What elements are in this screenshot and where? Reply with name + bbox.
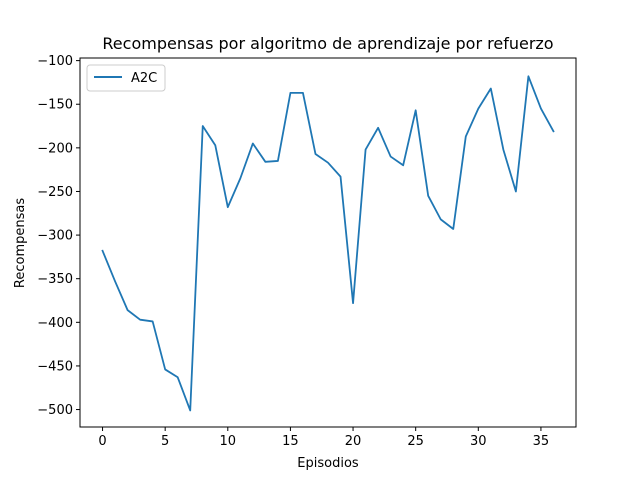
x-tick-label: 30	[470, 434, 487, 449]
y-tick-label: −100	[37, 54, 73, 69]
y-tick-label: −450	[37, 359, 73, 374]
y-tick-label: −500	[37, 403, 73, 418]
y-tick-label: −200	[37, 141, 73, 156]
legend-label-a2c: A2C	[131, 71, 157, 86]
x-tick-label: 15	[282, 434, 299, 449]
legend-box	[86, 64, 166, 92]
plot-frame	[79, 57, 577, 428]
x-tick-label: 0	[98, 434, 106, 449]
x-tick-label: 35	[533, 434, 550, 449]
legend: A2C	[86, 64, 166, 92]
x-tick-label: 20	[345, 434, 362, 449]
series-line-a2c	[101, 75, 555, 412]
y-tick-label: −250	[37, 185, 73, 200]
y-tick-label: −150	[37, 98, 73, 113]
x-tick-label: 5	[161, 434, 169, 449]
y-tick-label: −300	[37, 229, 73, 244]
x-axis-label: Episodios	[297, 456, 359, 471]
x-tick-label: 10	[220, 434, 237, 449]
chart-title: Recompensas por algoritmo de aprendizaje…	[102, 34, 553, 53]
plot-layer: 0 5 10 15 20 25 30 35 −100 −150 −200 −250 −300 −350 −4…	[37, 54, 577, 449]
x-tick-label: 25	[407, 434, 424, 449]
y-tick-label: −400	[37, 316, 73, 331]
y-axis-label: Recompensas	[13, 198, 28, 288]
y-tick-label: −350	[37, 272, 73, 287]
